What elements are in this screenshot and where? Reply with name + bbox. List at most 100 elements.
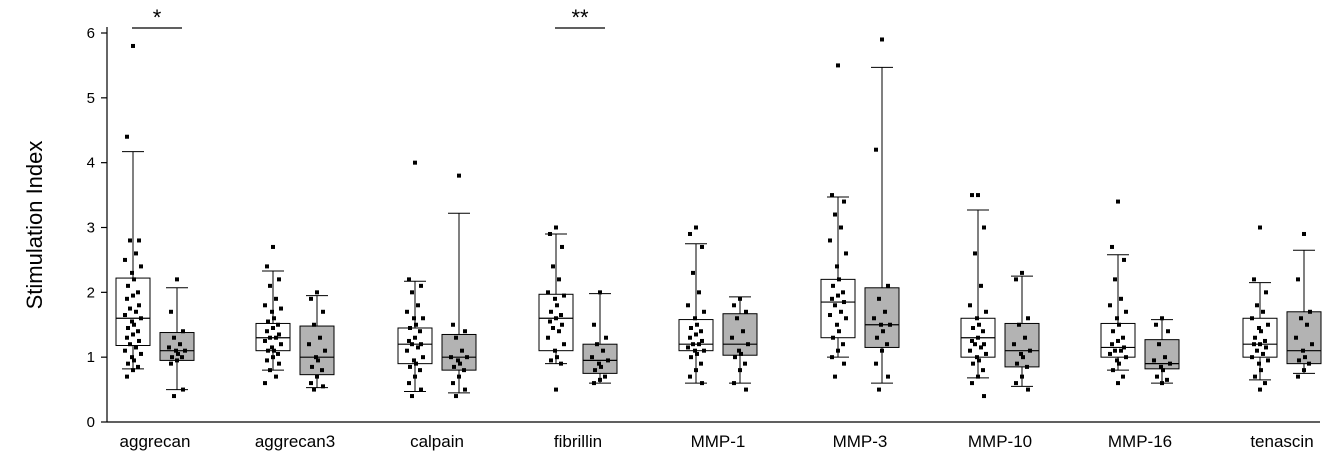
data-point (465, 355, 469, 360)
x-category-label: aggrecan (120, 432, 191, 451)
data-point (1250, 316, 1254, 321)
data-point (738, 368, 742, 373)
data-point (833, 374, 837, 379)
data-point (1113, 277, 1117, 282)
data-point (1257, 361, 1261, 366)
data-point (738, 296, 742, 301)
data-point (697, 290, 701, 295)
data-point (169, 361, 173, 366)
box-fibrillin-a (538, 225, 574, 392)
data-point (984, 309, 988, 314)
data-point (1015, 361, 1019, 366)
data-point (265, 329, 269, 334)
data-point (695, 351, 699, 356)
data-point (321, 384, 325, 389)
y-tick-label: 6 (87, 25, 95, 42)
data-point (136, 329, 140, 334)
data-point (274, 374, 278, 379)
data-point (268, 368, 272, 373)
data-point (1166, 329, 1170, 334)
data-point (1264, 345, 1268, 350)
data-point (263, 338, 267, 343)
x-category-label: fibrillin (554, 432, 602, 451)
data-point (1113, 348, 1117, 353)
data-point (123, 348, 127, 353)
data-point (979, 345, 983, 350)
iqr-box (1004, 322, 1040, 368)
data-point (1025, 364, 1029, 369)
data-point (694, 225, 698, 230)
iqr-box (1144, 339, 1180, 370)
data-point (1154, 322, 1158, 327)
data-point (1307, 361, 1311, 366)
data-point (702, 309, 706, 314)
data-point (130, 319, 134, 324)
iqr-box (864, 287, 900, 348)
data-point (181, 387, 185, 392)
box-MMP-3-b (864, 37, 900, 392)
data-point (1111, 329, 1115, 334)
data-point (126, 325, 130, 330)
data-point (688, 374, 692, 379)
box-MMP-16-b (1144, 316, 1180, 386)
data-point (413, 335, 417, 340)
data-point (551, 325, 555, 330)
data-point (604, 335, 608, 340)
data-point (1117, 322, 1121, 327)
data-point (137, 238, 141, 243)
data-point (414, 322, 418, 327)
y-tick-label: 1 (87, 349, 95, 366)
data-point (888, 322, 892, 327)
data-point (125, 335, 129, 340)
data-point (1157, 342, 1161, 347)
data-point (603, 374, 607, 379)
data-point (555, 355, 559, 360)
data-point (874, 361, 878, 366)
data-point (1310, 342, 1314, 347)
data-point (733, 355, 737, 360)
data-point (1255, 303, 1259, 308)
iqr-box (397, 327, 433, 365)
data-point (1302, 231, 1306, 236)
data-point (1110, 342, 1114, 347)
data-point (830, 193, 834, 198)
iqr-box (1286, 311, 1322, 365)
data-point (408, 325, 412, 330)
data-point (1160, 381, 1164, 386)
data-point (970, 381, 974, 386)
data-point (312, 322, 316, 327)
data-point (1108, 351, 1112, 356)
data-point (1111, 368, 1115, 373)
data-point (1108, 303, 1112, 308)
data-point (553, 296, 557, 301)
data-point (732, 303, 736, 308)
data-point (1258, 225, 1262, 230)
data-point (451, 381, 455, 386)
data-point (1019, 351, 1023, 356)
data-point (606, 358, 610, 363)
data-point (554, 225, 558, 230)
box-MMP-1-a (678, 225, 714, 386)
data-point (131, 43, 135, 48)
data-point (835, 322, 839, 327)
data-point (844, 316, 848, 321)
data-point (844, 251, 848, 256)
data-point (1110, 244, 1114, 249)
data-point (1308, 309, 1312, 314)
data-point (879, 322, 883, 327)
data-point (546, 335, 550, 340)
data-point (421, 316, 425, 321)
data-point (874, 147, 878, 152)
data-point (460, 348, 464, 353)
y-tick-label: 4 (87, 155, 95, 172)
data-point (601, 348, 605, 353)
data-point (413, 160, 417, 165)
box-MMP-1-b (722, 296, 758, 392)
data-point (1152, 358, 1156, 363)
data-point (1122, 345, 1126, 350)
data-point (1159, 364, 1163, 369)
data-point (125, 374, 129, 379)
data-point (694, 368, 698, 373)
iqr-box (538, 293, 574, 352)
